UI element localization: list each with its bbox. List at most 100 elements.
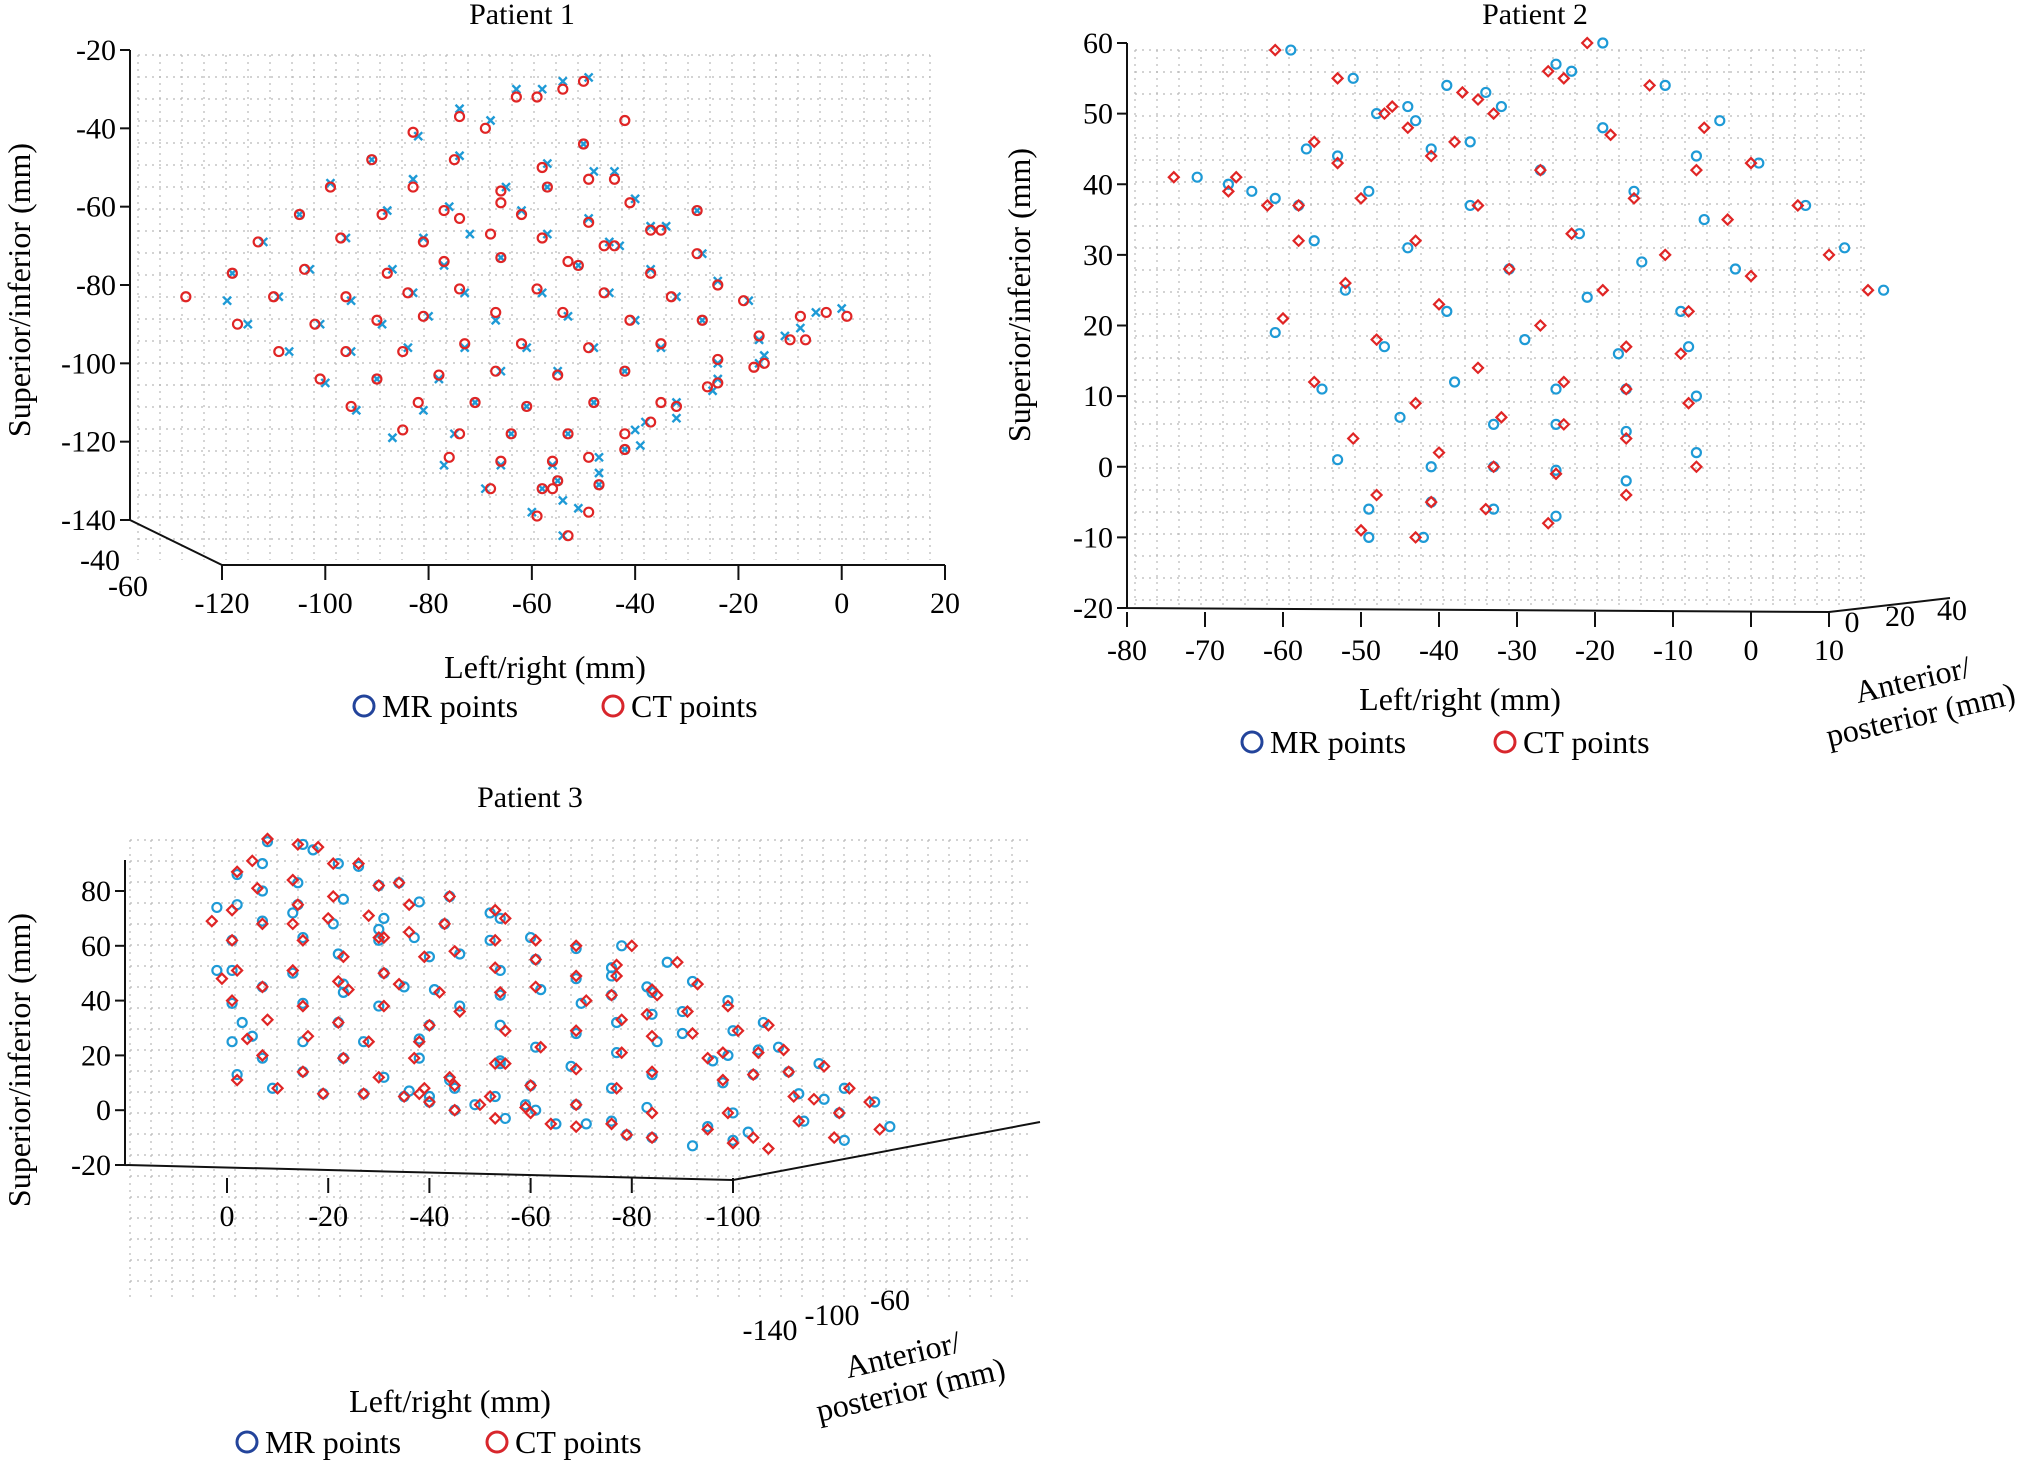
mr-point — [542, 229, 553, 239]
mr-point — [630, 425, 640, 435]
mr-point — [605, 970, 618, 982]
ct-point — [1533, 318, 1547, 333]
ct-point — [1557, 375, 1571, 389]
ct-point — [670, 400, 683, 413]
ct-point — [362, 909, 376, 923]
mr-point — [838, 1082, 850, 1094]
ct-point — [1674, 347, 1688, 361]
patient-3-legend: MR points CT points — [235, 1424, 642, 1460]
ct-point — [1409, 234, 1423, 248]
ct-point — [407, 126, 419, 138]
ct-point — [293, 208, 306, 221]
mr-point — [320, 378, 331, 388]
ct-point — [250, 881, 264, 895]
mr-point — [1402, 100, 1414, 113]
mr-point — [469, 1099, 481, 1111]
y-tick-label: 10 — [1083, 380, 1113, 413]
ct-point — [1292, 234, 1306, 248]
x-tick-label: -40 — [615, 587, 655, 620]
mr-point — [1300, 143, 1313, 155]
x-stroke — [418, 405, 429, 416]
ct-point — [1744, 156, 1758, 170]
y-tick-label: 40 — [81, 985, 111, 1018]
mr-point — [1690, 150, 1703, 162]
mr-point — [1620, 425, 1632, 438]
ct-point — [624, 197, 636, 209]
ct-point — [1260, 198, 1274, 212]
ct-point — [1580, 36, 1594, 50]
ct-point — [381, 267, 393, 279]
x-tick-label: -100 — [706, 1200, 761, 1233]
ct-point — [1619, 340, 1633, 354]
ct-point — [541, 181, 553, 193]
ct-point — [562, 530, 574, 542]
ct-point — [1167, 170, 1181, 184]
legend-mr-marker — [352, 694, 376, 718]
mr-point — [1550, 418, 1562, 430]
mr-point — [570, 973, 582, 985]
ct-point — [324, 181, 337, 193]
mr-point — [261, 836, 274, 848]
ct-point — [841, 310, 853, 322]
ct-point — [372, 1070, 386, 1084]
ct-point — [326, 857, 340, 871]
ct-point — [873, 1122, 887, 1136]
mr-point — [1363, 185, 1375, 197]
ct-point — [529, 952, 543, 967]
y-tick-label: 50 — [1083, 98, 1113, 131]
mr-point — [454, 103, 465, 114]
ct-point — [341, 983, 355, 997]
legend-ct-label: CT points — [631, 688, 758, 724]
patient-2-legend: MR points CT points — [1240, 724, 1650, 760]
x-stroke — [527, 507, 537, 518]
y-tick-label: 60 — [1083, 27, 1113, 60]
mr-point — [1877, 284, 1890, 296]
x-stroke — [408, 174, 418, 185]
x-stroke — [459, 287, 470, 298]
ct-point — [619, 365, 631, 377]
mr-point — [418, 405, 429, 416]
ct-point — [438, 255, 450, 268]
x-stroke — [465, 229, 475, 239]
ct-point — [422, 1095, 436, 1109]
patient-1-title: Patient 1 — [469, 0, 575, 31]
ct-point — [479, 122, 491, 134]
ct-point — [1385, 100, 1399, 114]
mr-point — [1753, 157, 1765, 169]
ct-point — [407, 1051, 421, 1065]
y-tick-label: -10 — [1073, 521, 1113, 554]
mr-point — [1246, 185, 1258, 197]
x-tick-label: -80 — [612, 1200, 652, 1233]
ct-point — [1557, 71, 1571, 85]
mr-point — [231, 1068, 243, 1081]
ct-point — [827, 1131, 841, 1145]
mr-point — [686, 1140, 699, 1152]
ct-point — [490, 365, 502, 377]
x-stroke — [630, 193, 640, 204]
legend-mr-marker — [1240, 730, 1264, 754]
ct-point — [645, 1106, 659, 1120]
mr-point — [811, 307, 821, 318]
patient-3-z-axis-label: Anterior/ posterior (mm) — [813, 1324, 1009, 1429]
ct-point — [842, 1081, 856, 1095]
mr-point — [352, 860, 365, 872]
mr-point — [605, 1082, 618, 1094]
mr-point — [1690, 390, 1703, 402]
ct-point — [524, 1106, 538, 1120]
patient-1-legend: MR points CT points — [352, 688, 758, 724]
ct-point — [296, 999, 310, 1013]
x-stroke — [284, 346, 294, 357]
mr-point — [297, 931, 309, 944]
mr-point — [484, 907, 496, 919]
y-tick-label: -20 — [1073, 592, 1113, 625]
ct-point — [645, 1131, 659, 1145]
ct-point — [598, 240, 610, 252]
x-stroke — [707, 385, 718, 396]
mr-point — [494, 989, 506, 1001]
x-stroke — [671, 413, 682, 424]
mr-point — [444, 201, 455, 212]
x-stroke — [351, 405, 362, 416]
mr-point — [226, 964, 238, 977]
x-tick-label: 0 — [1744, 634, 1759, 667]
mr-point — [1480, 86, 1492, 99]
